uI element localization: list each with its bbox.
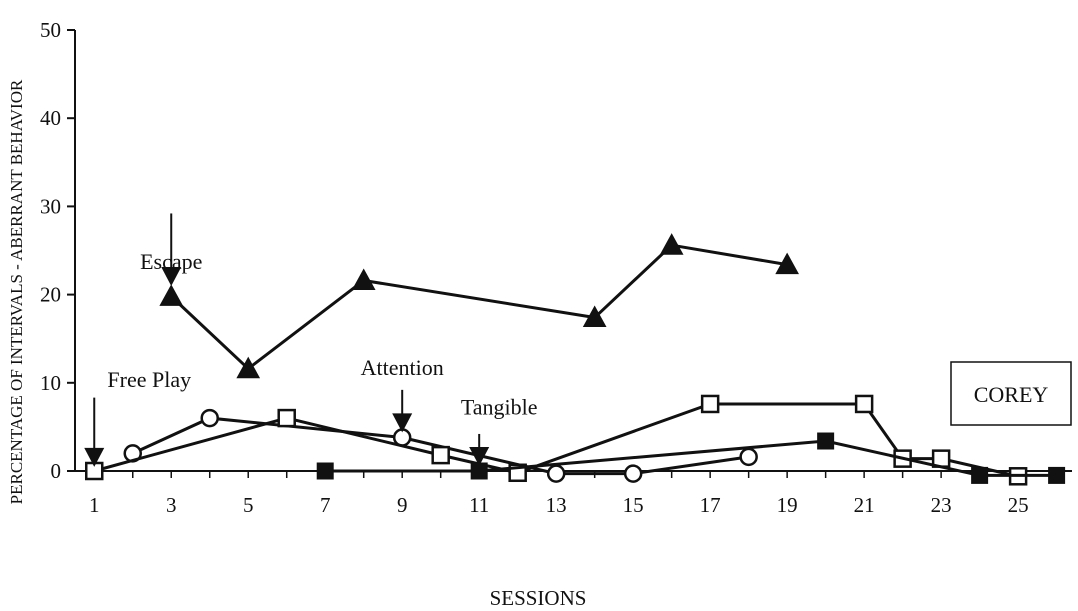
data-point <box>623 464 643 483</box>
annotation-attention: Attention <box>361 355 444 433</box>
x-tick-label: 13 <box>546 493 567 517</box>
x-ticks: 1 3 5 7 9 11 13 15 17 19 21 23 25 <box>89 471 1058 517</box>
annotation-label: Attention <box>361 355 444 380</box>
x-tick-label: 25 <box>1008 493 1029 517</box>
x-tick-label: 23 <box>931 493 952 517</box>
data-point <box>1048 466 1066 484</box>
x-tick-label: 11 <box>469 493 489 517</box>
x-tick-label: 9 <box>397 493 408 517</box>
y-tick-label: 0 <box>51 459 62 483</box>
x-tick-label: 7 <box>320 493 331 517</box>
arrow-head <box>161 267 182 287</box>
x-tick-label: 1 <box>89 493 100 517</box>
series-escape <box>159 233 799 379</box>
series-line <box>132 416 749 476</box>
data-point <box>277 408 296 428</box>
series-tangible <box>316 432 1066 484</box>
annotation-label: Free Play <box>107 367 191 392</box>
y-ticks: 0 10 20 30 40 50 <box>40 18 75 483</box>
x-tick-label: 19 <box>777 493 798 517</box>
annotations-layer: Escape Attention Tangible Free Play <box>84 213 538 467</box>
subject-label-frame <box>950 361 1072 426</box>
series-layer <box>84 233 1066 486</box>
arrow-head <box>84 447 105 467</box>
annotation-label: Escape <box>140 249 202 274</box>
data-point <box>159 284 184 306</box>
subject-label-box: COREY <box>950 361 1072 426</box>
data-point <box>971 466 989 484</box>
y-tick-label: 40 <box>40 106 61 130</box>
annotation-label: Tangible <box>461 395 538 420</box>
arrow-head <box>392 413 413 433</box>
data-point <box>775 252 799 275</box>
x-tick-label: 3 <box>166 493 177 517</box>
data-point <box>316 462 334 480</box>
annotation-tangible: Tangible <box>461 395 538 466</box>
data-point <box>236 356 261 379</box>
x-axis-label: SESSIONS <box>490 586 587 610</box>
x-tick-label: 17 <box>700 493 721 517</box>
data-point <box>351 268 376 290</box>
data-point <box>582 305 607 328</box>
data-point <box>700 394 720 414</box>
data-point <box>200 408 219 428</box>
data-point <box>817 432 835 450</box>
data-point <box>854 394 874 414</box>
y-tick-label: 50 <box>40 18 61 42</box>
y-tick-label: 30 <box>40 194 61 218</box>
x-tick-label: 21 <box>854 493 875 517</box>
x-tick-label: 5 <box>243 493 254 517</box>
y-tick-label: 10 <box>40 371 61 395</box>
arrow-head <box>469 446 490 466</box>
data-point <box>431 445 450 465</box>
x-tick-label: 15 <box>623 493 644 517</box>
data-point <box>546 464 566 483</box>
data-point <box>739 447 758 467</box>
data-point <box>659 233 684 255</box>
y-tick-label: 20 <box>40 283 61 307</box>
subject-label-text: COREY <box>974 382 1049 407</box>
annotation-escape: Escape <box>140 213 202 287</box>
annotation-free-play: Free Play <box>84 367 191 467</box>
series-line <box>170 243 788 371</box>
y-axis-label: PERCENTAGE OF INTERVALS - ABERRANT BEHAV… <box>7 79 26 504</box>
